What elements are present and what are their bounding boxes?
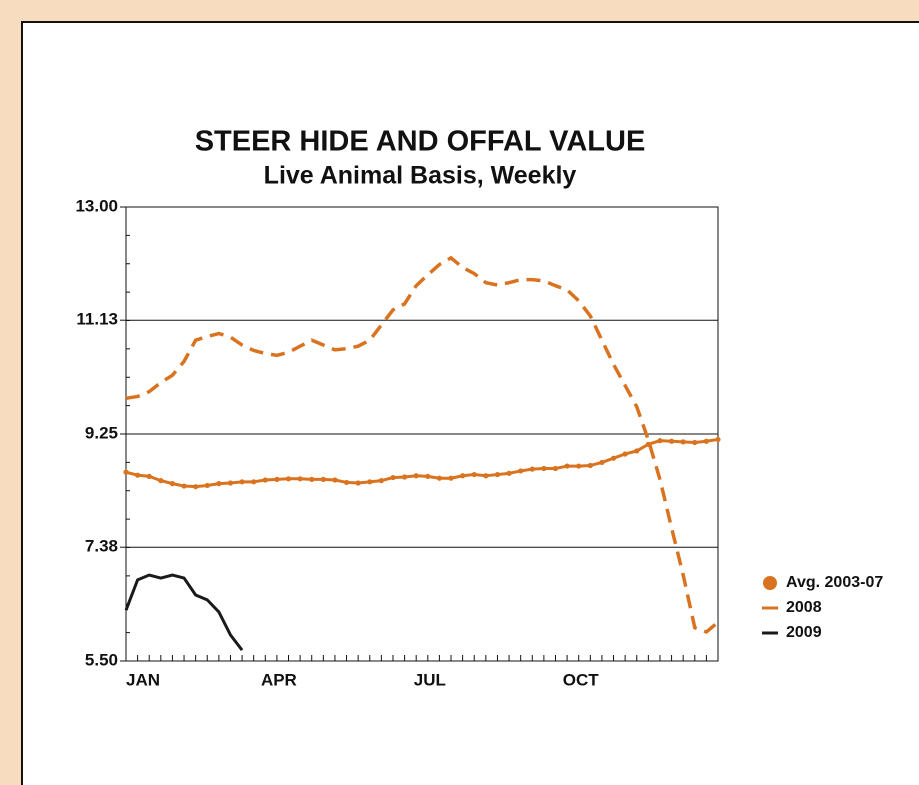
- point: [227, 480, 234, 486]
- series-line: [125, 255, 720, 634]
- point: [181, 483, 187, 489]
- point: [460, 473, 466, 479]
- point: [239, 479, 245, 485]
- series-line: [124, 573, 244, 652]
- point: [680, 439, 686, 445]
- point: [169, 481, 176, 487]
- point: [576, 463, 582, 469]
- point: [216, 481, 222, 487]
- legend-label: 2008: [786, 599, 822, 616]
- point: [599, 459, 605, 466]
- point: [471, 471, 477, 478]
- point: [668, 438, 675, 444]
- point: [262, 477, 268, 483]
- point: [123, 469, 129, 475]
- legend-label: 2009: [786, 624, 822, 641]
- point: [425, 473, 431, 479]
- point: [529, 466, 535, 472]
- y-tick-label: 5.50: [85, 650, 118, 669]
- legend-label: Avg. 2003-07: [786, 574, 883, 591]
- y-tick-label: 9.25: [85, 423, 118, 442]
- chart-title: STEER HIDE AND OFFAL VALUE: [195, 126, 646, 158]
- point: [413, 473, 419, 479]
- series-line: [125, 437, 719, 489]
- point: [320, 476, 326, 482]
- point: [494, 471, 501, 478]
- point: [436, 475, 443, 481]
- y-tick-label: 11.13: [76, 310, 118, 329]
- point: [715, 436, 721, 443]
- point: [518, 468, 524, 474]
- point: [610, 455, 617, 461]
- point: [483, 473, 489, 479]
- point: [622, 451, 628, 457]
- point: [703, 438, 709, 444]
- point: [158, 478, 164, 484]
- point: [552, 465, 559, 472]
- x-tick-label: OCT: [563, 670, 600, 689]
- point: [564, 463, 570, 469]
- point: [355, 480, 361, 486]
- point: [541, 465, 547, 472]
- legend-swatch: [763, 576, 777, 590]
- point: [634, 448, 640, 454]
- point: [285, 476, 292, 482]
- point: [146, 473, 152, 479]
- chart-subtitle: Live Animal Basis, Weekly: [264, 162, 577, 190]
- point: [390, 474, 396, 481]
- point: [297, 476, 303, 482]
- point: [251, 479, 257, 485]
- point: [309, 476, 315, 482]
- x-tick-label: JAN: [126, 670, 160, 689]
- point: [692, 439, 698, 446]
- point: [448, 475, 454, 481]
- y-tick-label: 13.00: [75, 196, 118, 215]
- point: [587, 462, 593, 469]
- point: [135, 472, 141, 478]
- x-tick-label: JUL: [414, 670, 446, 689]
- point: [367, 479, 373, 485]
- point: [204, 482, 210, 489]
- point: [506, 470, 512, 476]
- x-tick-label: APR: [261, 670, 297, 689]
- point: [343, 479, 350, 486]
- point: [274, 476, 280, 482]
- point: [657, 438, 663, 444]
- y-tick-label: 7.38: [85, 537, 118, 556]
- point: [401, 474, 408, 480]
- point: [378, 478, 384, 484]
- point: [193, 484, 199, 490]
- panel: [21, 21, 919, 785]
- point: [332, 477, 338, 483]
